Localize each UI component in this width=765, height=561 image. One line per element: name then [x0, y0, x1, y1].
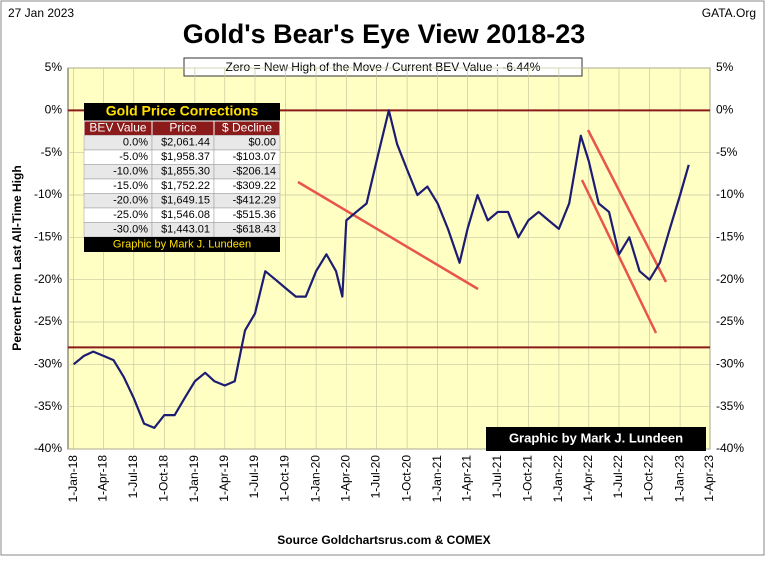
table-value: -$515.36 — [233, 209, 276, 221]
x-tick-label: 1-Jul-20 — [369, 455, 383, 499]
y2-tick-label: -20% — [716, 272, 744, 286]
data-line — [72, 109, 690, 429]
y-tick-label: 5% — [45, 60, 63, 74]
table-value: $1,752.22 — [161, 180, 210, 192]
y-tick-label: -35% — [34, 399, 62, 413]
y2-tick-label: 0% — [716, 103, 734, 117]
source: Source Goldchartsrus.com & COMEX — [277, 533, 490, 547]
date-label: 27 Jan 2023 — [8, 6, 74, 20]
y-tick-label: -20% — [34, 272, 62, 286]
x-tick-label: 1-Apr-19 — [217, 455, 231, 502]
table-header: BEV Value — [89, 120, 146, 134]
x-tick-label: 1-Jul-18 — [126, 455, 140, 499]
y2-tick-label: -15% — [716, 230, 744, 244]
table-value: $2,061.44 — [161, 137, 210, 149]
table-footer: Graphic by Mark J. Lundeen — [113, 238, 251, 250]
x-tick-label: 1-Jan-21 — [430, 455, 444, 503]
table-header: $ Decline — [222, 120, 272, 134]
subtitle-box — [183, 57, 583, 77]
x-tick-label: 1-Oct-21 — [520, 455, 534, 502]
x-tick-label: 1-Jul-22 — [611, 455, 625, 499]
x-tick-label: 1-Apr-21 — [460, 455, 474, 502]
table-value: $1,958.37 — [161, 151, 210, 163]
trend-line — [580, 179, 658, 334]
x-tick-label: 1-Jan-20 — [308, 455, 322, 503]
table-value: -30.0% — [113, 224, 148, 236]
x-tick-label: 1-Jan-19 — [187, 455, 201, 503]
x-tick-label: 1-Oct-18 — [156, 455, 170, 502]
table-value: $1,546.08 — [161, 209, 210, 221]
x-tick-label: 1-Oct-22 — [642, 455, 656, 502]
table-value: -15.0% — [113, 180, 148, 192]
y2-tick-label: -5% — [716, 145, 738, 159]
table-header: Price — [169, 120, 197, 134]
y-tick-label: -15% — [34, 230, 62, 244]
x-tick-label: 1-Jan-22 — [551, 455, 565, 503]
x-tick-label: 1-Apr-22 — [581, 455, 595, 502]
table-value: $0.00 — [248, 137, 276, 149]
y2-tick-label: -30% — [716, 357, 744, 371]
y-tick-label: -10% — [34, 187, 62, 201]
y-tick-label: -5% — [41, 145, 63, 159]
table-value: -$618.43 — [233, 224, 276, 236]
chart-title: Gold's Bear's Eye View 2018-23 — [183, 19, 586, 49]
x-tick-label: 1-Apr-18 — [96, 455, 110, 502]
credit: Graphic by Mark J. Lundeen — [509, 430, 683, 445]
table-title-bg — [84, 103, 280, 121]
y2-tick-label: -35% — [716, 399, 744, 413]
x-tick-label: 1-Jan-23 — [672, 455, 686, 503]
y-tick-label: -30% — [34, 357, 62, 371]
table-value: -$309.22 — [233, 180, 276, 192]
table-value: -$103.07 — [233, 151, 276, 163]
table-value: -20.0% — [113, 195, 148, 207]
x-tick-label: 1-Apr-20 — [338, 455, 352, 502]
table-value: $1,649.15 — [161, 195, 210, 207]
trend-line — [297, 180, 479, 291]
x-tick-label: 1-Oct-20 — [399, 455, 413, 502]
table-value: $1,855.30 — [161, 166, 210, 178]
table-value: -25.0% — [113, 209, 148, 221]
y2-tick-label: 5% — [716, 60, 734, 74]
x-tick-label: 1-Jul-21 — [490, 455, 504, 499]
y2-tick-label: -40% — [716, 441, 744, 455]
y2-tick-label: -25% — [716, 314, 744, 328]
table-value: -5.0% — [119, 151, 148, 163]
site-label: GATA.Org — [702, 6, 756, 20]
x-tick-label: 1-Jul-19 — [247, 455, 261, 499]
trend-line — [586, 129, 668, 283]
y-tick-label: 0% — [45, 103, 63, 117]
x-tick-label: 1-Apr-23 — [702, 455, 716, 502]
table-value: -$206.14 — [233, 166, 276, 178]
y2-tick-label: -10% — [716, 187, 744, 201]
y-axis-label: Percent From Last All-Time High — [10, 165, 24, 350]
y-tick-label: -40% — [34, 441, 62, 455]
credit-box — [486, 427, 706, 451]
table-value: -$412.29 — [233, 195, 276, 207]
table-value: 0.0% — [123, 137, 148, 149]
table-value: -10.0% — [113, 166, 148, 178]
y-tick-label: -25% — [34, 314, 62, 328]
table-title: Gold Price Corrections — [106, 103, 259, 119]
table-value: $1,443.01 — [161, 224, 210, 236]
subtitle: Zero = New High of the Move / Current BE… — [226, 60, 541, 74]
table-footer-bg — [84, 237, 280, 252]
x-tick-label: 1-Jan-18 — [66, 455, 80, 503]
x-tick-label: 1-Oct-19 — [278, 455, 292, 502]
